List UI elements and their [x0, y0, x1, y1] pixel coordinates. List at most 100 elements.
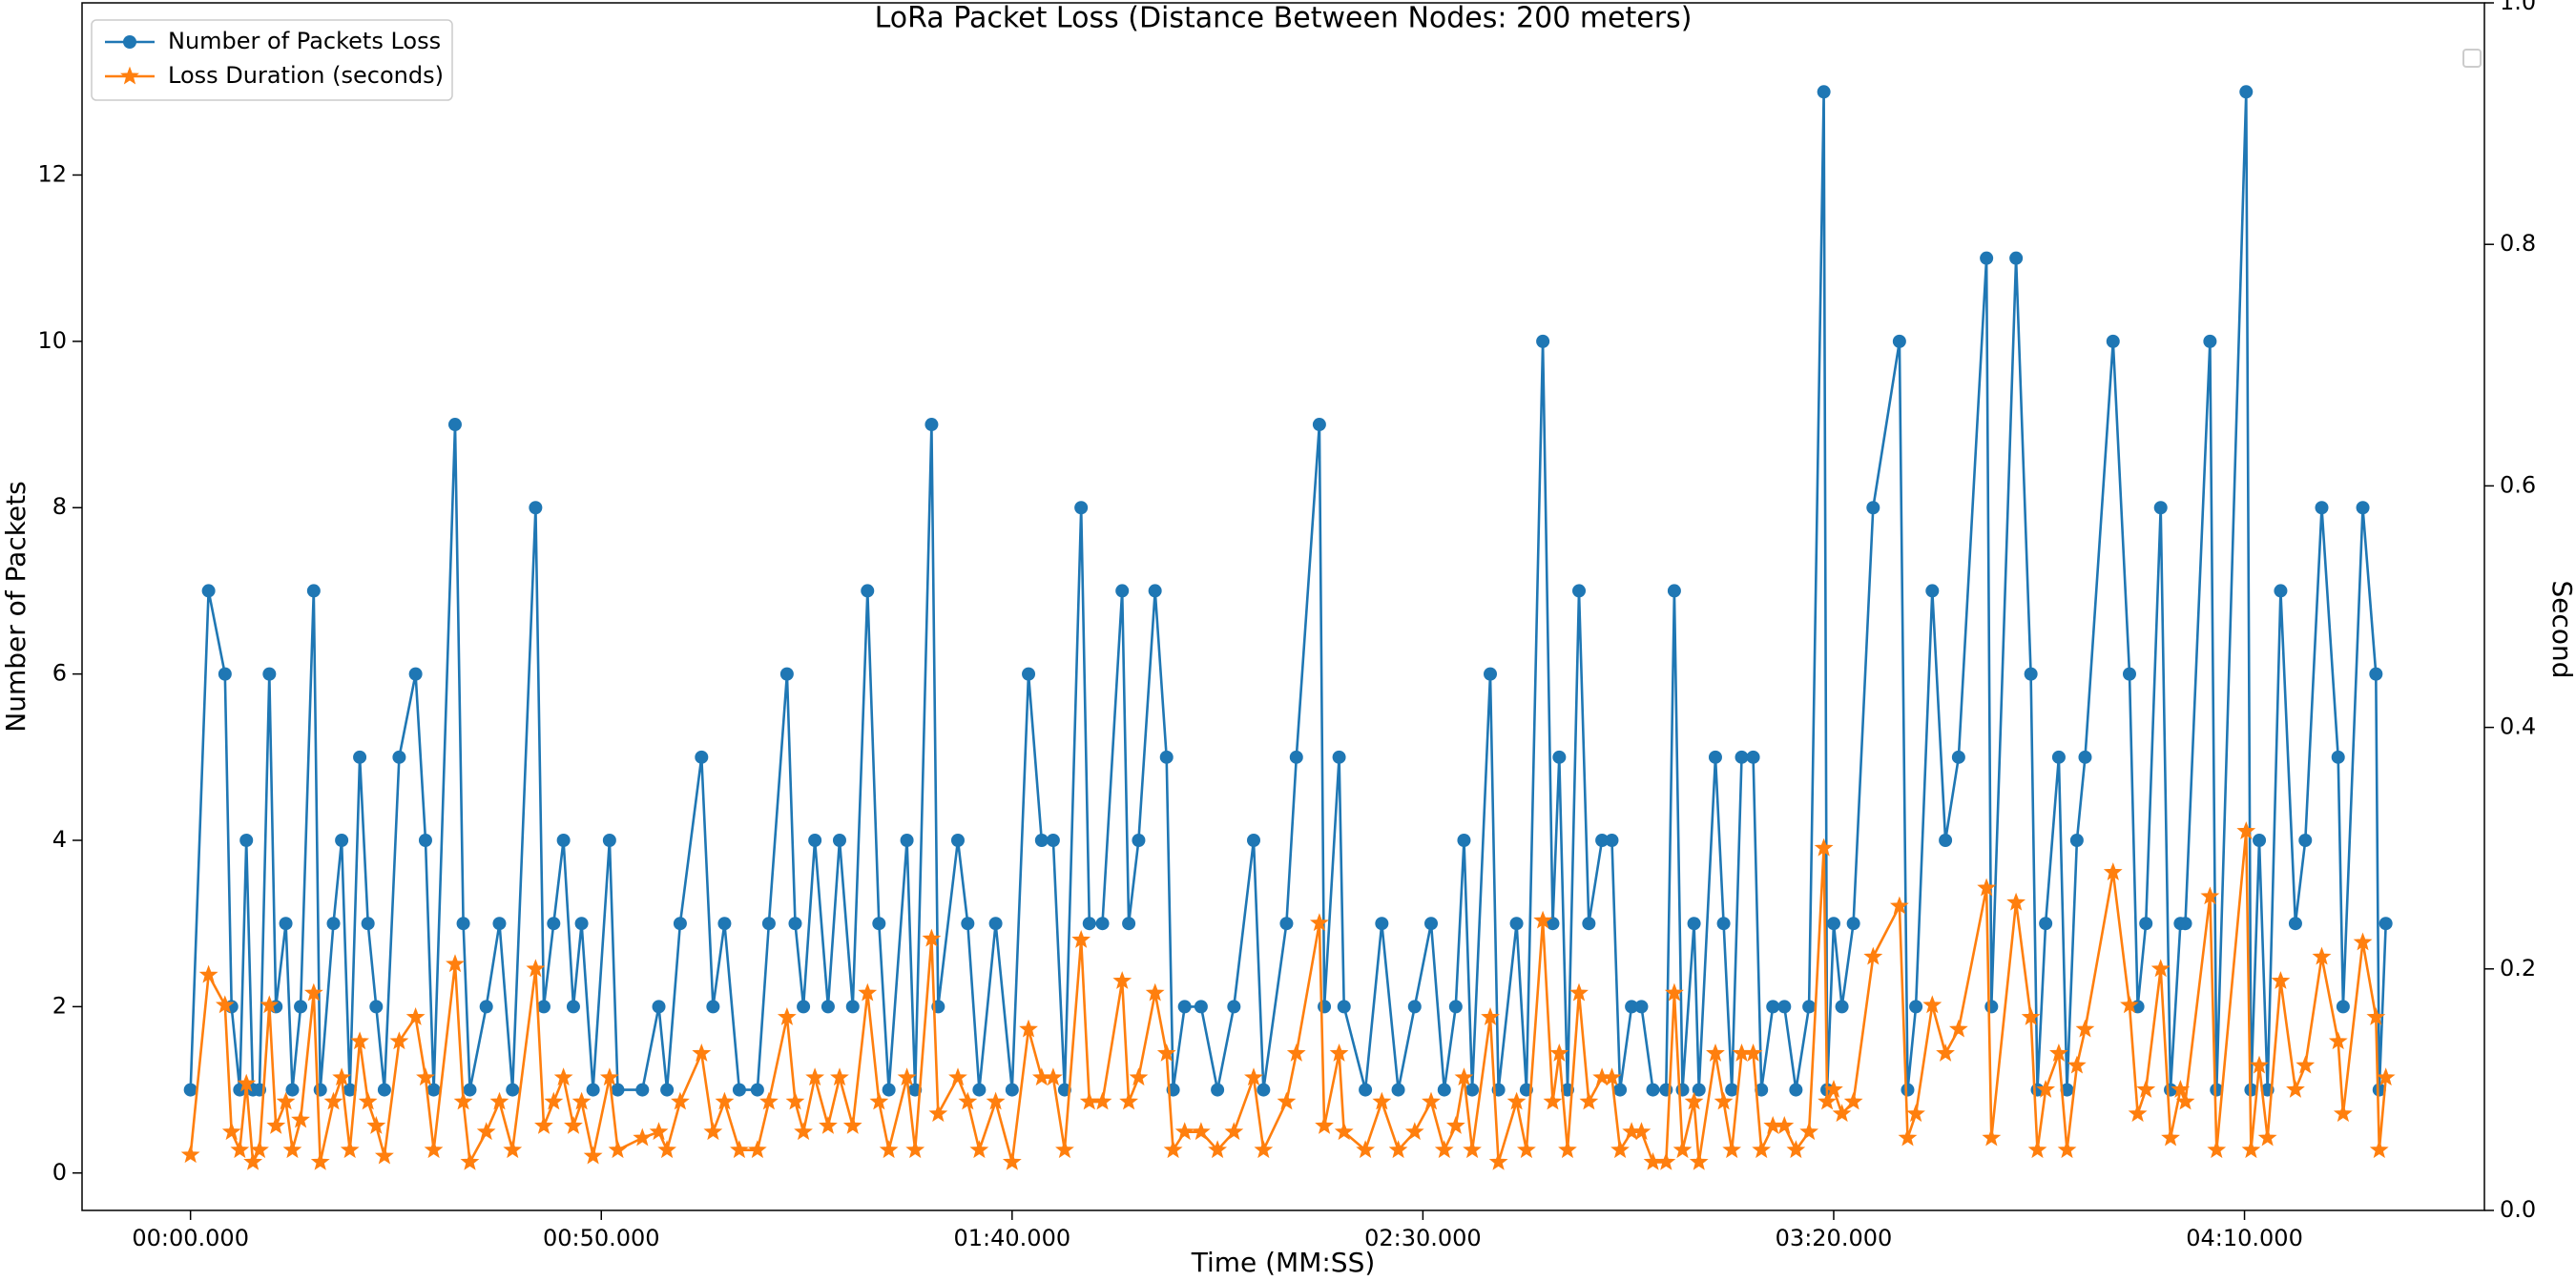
data-point — [761, 917, 776, 931]
data-point — [1716, 917, 1731, 931]
data-point — [1951, 750, 1965, 764]
data-point — [1610, 1140, 1630, 1159]
data-point — [1706, 1043, 1725, 1062]
data-point — [566, 1000, 580, 1014]
data-point — [2336, 1000, 2350, 1014]
data-point — [564, 1115, 583, 1134]
data-point — [2039, 917, 2053, 931]
data-point — [1332, 750, 1346, 764]
data-point — [460, 1151, 480, 1170]
data-point — [1244, 1067, 1263, 1086]
data-point — [1115, 584, 1130, 598]
data-point — [2120, 995, 2139, 1014]
data-point — [2136, 1079, 2156, 1098]
data-point — [2075, 1019, 2095, 1038]
data-point — [303, 982, 323, 1002]
data-point — [671, 1091, 690, 1110]
y2-tick-label: 0.2 — [2500, 955, 2536, 981]
data-point — [2379, 917, 2393, 931]
data-point — [463, 1083, 477, 1097]
data-point — [2057, 1140, 2077, 1159]
data-point — [201, 584, 216, 598]
data-point — [534, 1115, 553, 1134]
y-tick-label: 4 — [52, 826, 67, 853]
data-point — [2027, 1140, 2047, 1159]
data-point — [408, 667, 423, 681]
data-point — [1506, 1091, 1527, 1110]
data-point — [1786, 1140, 1806, 1159]
data-point — [239, 834, 254, 848]
data-point — [1922, 995, 1942, 1014]
data-point — [2024, 667, 2038, 681]
data-point — [845, 1000, 860, 1014]
data-point — [2106, 334, 2120, 348]
data-point — [1625, 1000, 1639, 1014]
data-point — [652, 1000, 666, 1014]
data-point — [1481, 1006, 1500, 1025]
data-point — [285, 1083, 300, 1097]
data-point — [1558, 1140, 1577, 1159]
data-point — [1675, 1083, 1690, 1097]
legend-label: Loss Duration (seconds) — [168, 62, 444, 89]
data-point — [649, 1122, 669, 1141]
data-point — [571, 1091, 592, 1110]
data-point — [1211, 1083, 1225, 1097]
data-point — [1948, 1019, 1968, 1038]
y2-axis-label: Second — [2546, 580, 2576, 678]
data-point — [1672, 1140, 1693, 1159]
data-point — [2122, 667, 2136, 681]
data-point — [1312, 418, 1326, 432]
data-point — [389, 1031, 409, 1050]
data-point — [2171, 1079, 2191, 1098]
data-point — [456, 917, 470, 931]
data-point — [1605, 834, 1619, 848]
data-point — [2333, 1104, 2353, 1123]
data-point — [2296, 1055, 2316, 1074]
data-point — [1656, 1151, 1676, 1170]
data-point — [1082, 917, 1096, 931]
x-tick-label: 04:10.000 — [2186, 1225, 2303, 1251]
data-point — [183, 1083, 197, 1097]
data-point — [1906, 1104, 1925, 1123]
data-point — [635, 1083, 650, 1097]
y-tick-label: 12 — [37, 160, 67, 187]
data-point — [1246, 834, 1260, 848]
data-point — [1463, 1140, 1482, 1159]
data-point — [1177, 1000, 1192, 1014]
data-point — [343, 1083, 357, 1097]
data-point — [861, 584, 875, 598]
data-point — [717, 917, 732, 931]
data-point — [1002, 1151, 1022, 1170]
data-point — [794, 1122, 813, 1141]
data-point — [1714, 1091, 1734, 1110]
data-point — [1752, 1140, 1772, 1159]
data-point — [2078, 750, 2092, 764]
data-point — [2312, 946, 2332, 965]
data-point — [1725, 1083, 1739, 1097]
data-point — [1375, 917, 1389, 931]
data-point — [1286, 1043, 1306, 1062]
data-point — [180, 1145, 200, 1164]
data-point — [1257, 1083, 1271, 1097]
data-point — [291, 1109, 310, 1128]
data-point — [1445, 1115, 1465, 1134]
data-point — [797, 1000, 811, 1014]
data-point — [1536, 334, 1550, 348]
data-point — [1533, 910, 1553, 929]
data-point — [1722, 1140, 1742, 1159]
data-point — [2128, 1104, 2148, 1123]
data-point — [928, 1104, 948, 1123]
data-point — [900, 834, 914, 848]
data-point — [897, 1067, 917, 1086]
data-point — [198, 964, 218, 983]
data-point — [1552, 750, 1567, 764]
data-point — [842, 1115, 862, 1134]
data-point — [392, 750, 406, 764]
data-point — [905, 1140, 925, 1159]
data-point — [1936, 1043, 1955, 1062]
data-point — [1939, 834, 1953, 848]
y2-tick-label: 1.0 — [2500, 0, 2536, 15]
data-point — [1982, 1127, 2002, 1147]
data-point — [262, 667, 277, 681]
data-point — [1613, 1083, 1628, 1097]
